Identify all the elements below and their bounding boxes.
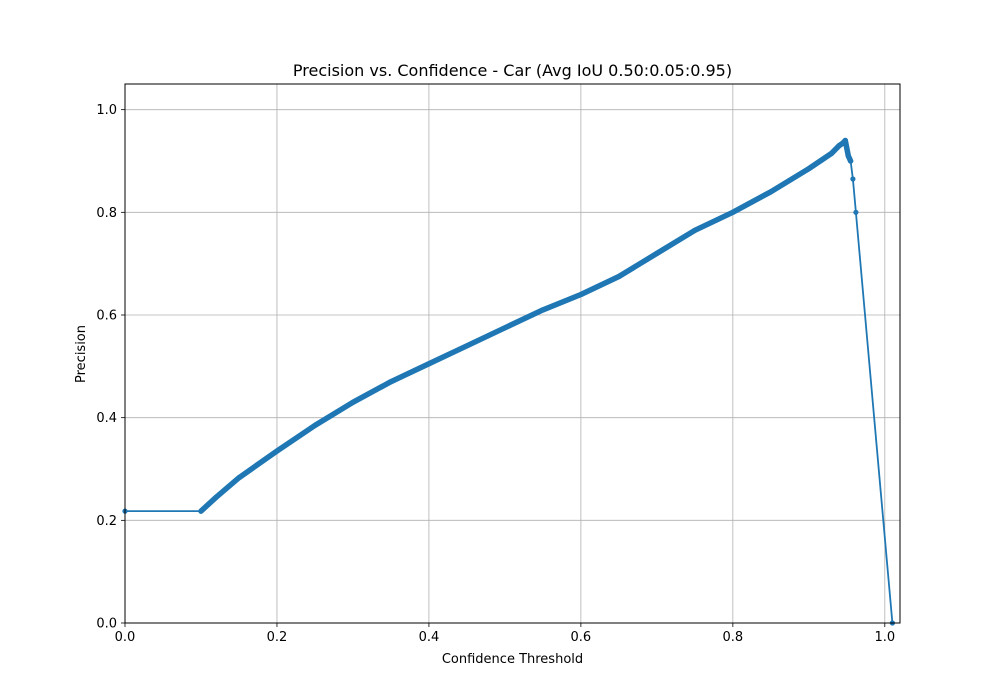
- data-point: [213, 494, 219, 500]
- y-tick-label: 0.8: [96, 206, 117, 221]
- data-point: [540, 307, 546, 313]
- data-point: [853, 209, 859, 215]
- data-point: [842, 137, 848, 144]
- y-tick-label: 0.4: [96, 411, 117, 426]
- data-point: [388, 379, 394, 385]
- data-point: [654, 250, 660, 256]
- x-axis-ticks: 0.0 0.2 0.4 0.6 0.8 1.0: [115, 623, 895, 645]
- data-point: [829, 150, 835, 156]
- data-point: [844, 145, 850, 151]
- data-point: [312, 422, 318, 428]
- x-tick-label: 0.4: [419, 630, 440, 645]
- data-series: [122, 137, 896, 626]
- y-axis-label: Precision: [74, 325, 89, 383]
- y-tick-label: 0.0: [96, 617, 117, 632]
- x-axis-label: Confidence Threshold: [442, 652, 583, 667]
- data-point: [850, 176, 856, 182]
- x-tick-label: 0.2: [267, 630, 288, 645]
- data-point: [845, 153, 851, 159]
- data-point: [426, 361, 432, 367]
- plot-area: 0.0 0.2 0.4 0.6 0.8 1.0 0.0 0.2 0.4 0.6 0.8 1.0: [96, 83, 901, 645]
- x-tick-label: 1.0: [874, 630, 895, 645]
- y-tick-label: 0.6: [96, 309, 117, 324]
- data-point: [692, 227, 698, 233]
- y-tick-label: 0.2: [96, 514, 117, 529]
- data-point: [768, 189, 774, 195]
- x-tick-label: 0.6: [571, 630, 592, 645]
- x-tick-label: 0.0: [115, 630, 136, 645]
- data-point: [350, 399, 356, 405]
- data-point: [616, 273, 622, 280]
- data-point: [236, 475, 242, 481]
- plot-frame: [124, 83, 901, 624]
- data-point: [502, 325, 508, 331]
- data-point: [198, 508, 204, 514]
- x-tick-label: 0.8: [722, 630, 743, 645]
- data-point: [578, 291, 584, 298]
- y-axis-ticks: 0.0 0.2 0.4 0.6 0.8 1.0: [96, 103, 125, 632]
- data-point: [274, 448, 280, 454]
- data-point: [730, 209, 736, 215]
- y-tick-label: 1.0: [96, 103, 117, 118]
- data-point: [836, 143, 842, 149]
- data-point: [848, 158, 854, 164]
- chart-title: Precision vs. Confidence - Car (Avg IoU …: [293, 61, 732, 80]
- data-point: [464, 343, 470, 349]
- data-point: [806, 166, 812, 172]
